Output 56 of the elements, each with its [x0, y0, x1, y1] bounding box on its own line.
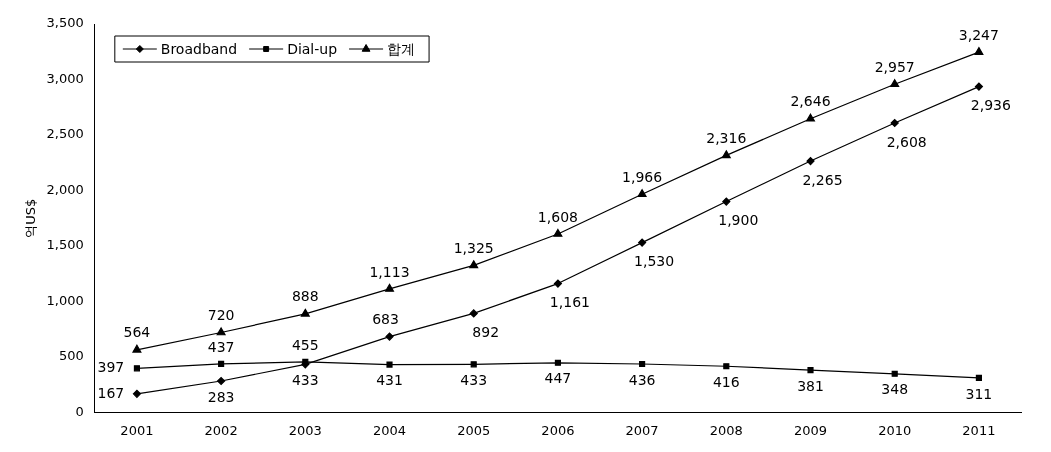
x-tick-label: 2006: [541, 422, 575, 438]
data-label: 2,646: [790, 93, 831, 110]
data-label: 683: [372, 311, 399, 328]
data-label: 416: [712, 373, 740, 390]
data-label: 892: [472, 324, 500, 341]
data-label: 455: [291, 336, 319, 353]
data-label: 888: [291, 288, 319, 305]
data-label: 431: [376, 372, 403, 389]
data-label: 436: [628, 371, 656, 388]
x-tick-label: 2003: [288, 422, 322, 438]
y-tick-label: 2,000: [46, 181, 84, 197]
y-tick-label: 1,000: [46, 292, 84, 308]
x-tick-label: 2010: [878, 422, 912, 438]
legend-label: Broadband: [160, 40, 238, 57]
x-tick-label: 2001: [120, 422, 154, 438]
data-label: 1,113: [369, 263, 410, 280]
y-tick-label: 3,500: [46, 15, 84, 31]
data-label: 447: [544, 370, 572, 387]
data-label: 3,247: [958, 26, 999, 43]
data-label: 311: [965, 385, 993, 402]
data-label: 2,608: [886, 133, 927, 150]
data-label: 1,530: [634, 253, 675, 270]
x-tick-label: 2008: [709, 422, 743, 438]
x-tick-label: 2007: [625, 422, 659, 438]
data-label: 283: [207, 388, 235, 405]
x-tick-label: 2009: [793, 422, 828, 438]
data-label: 381: [797, 377, 824, 394]
y-tick-label: 500: [58, 348, 84, 364]
legend-label: 합계: [387, 40, 416, 57]
data-label: 348: [881, 381, 909, 398]
data-label: 167: [97, 384, 125, 401]
y-tick-label: 0: [75, 403, 84, 419]
x-tick-label: 2011: [962, 422, 996, 438]
data-label: 720: [207, 307, 235, 324]
data-label: 2,316: [706, 130, 747, 147]
data-label: 433: [460, 371, 488, 388]
data-label: 1,966: [622, 168, 663, 185]
x-tick-label: 2005: [457, 422, 491, 438]
data-label: 433: [291, 371, 319, 388]
data-label: 1,608: [537, 208, 578, 225]
y-tick-label: 1,500: [46, 237, 84, 253]
data-label: 2,936: [970, 97, 1012, 114]
x-tick-label: 2004: [372, 422, 407, 438]
data-label: 2,265: [802, 171, 843, 188]
data-label: 437: [207, 338, 235, 355]
data-label: 564: [123, 324, 151, 341]
x-tick-label: 2002: [204, 422, 238, 438]
data-label: 2,957: [874, 58, 915, 75]
data-label: 1,325: [453, 240, 494, 256]
y-tick-label: 2,500: [46, 126, 84, 142]
y-axis-title: 억US$: [23, 198, 39, 238]
data-label: 397: [97, 358, 125, 375]
y-tick-label: 3,000: [46, 70, 84, 86]
data-label: 1,161: [549, 294, 590, 311]
legend-label: Dial-up: [287, 40, 338, 57]
data-label: 1,900: [718, 212, 759, 229]
